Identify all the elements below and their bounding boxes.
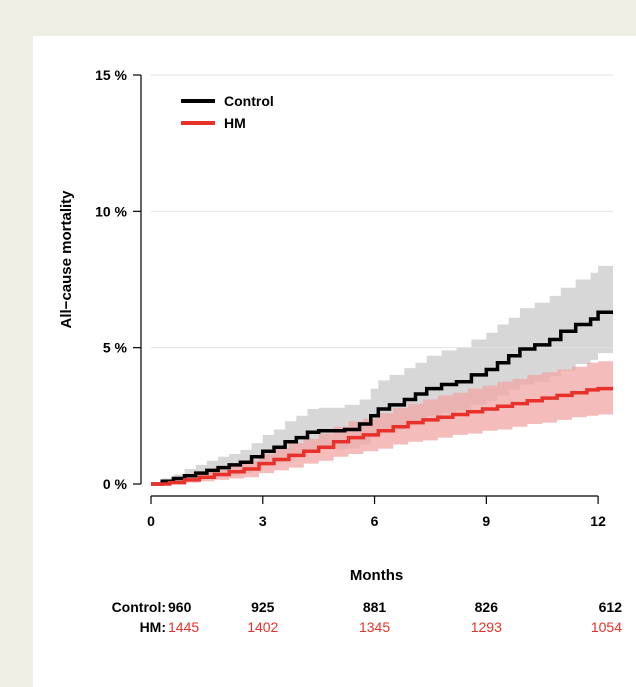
legend-label: Control <box>224 93 274 109</box>
risk-value: 925 <box>251 599 275 615</box>
y-axis-title: All−cause mortality <box>58 190 75 329</box>
curve-control <box>151 310 613 486</box>
x-tick-label: 6 <box>371 513 379 529</box>
band-hm <box>151 361 613 484</box>
risk-row-label: Control: <box>112 599 166 615</box>
axes: 0 % 5 % 10 % 15 % 0 3 6 9 12 All−cause mortality M… <box>58 67 606 584</box>
band-control <box>151 265 613 484</box>
risk-value: 1054 <box>591 619 622 635</box>
chart-panel: 0 % 5 % 10 % 15 % 0 3 6 9 12 All−cause mortality M… <box>33 36 636 687</box>
risk-table: Control: 960 925 881 826 612 HM: 1445 1402 1345 12… <box>112 599 623 635</box>
km-chart: 0 % 5 % 10 % 15 % 0 3 6 9 12 All−cause mortality M… <box>58 67 623 635</box>
risk-value: 1345 <box>359 619 390 635</box>
x-tick-label: 3 <box>259 513 267 529</box>
risk-value: 881 <box>363 599 387 615</box>
x-tick-label: 0 <box>147 513 155 529</box>
x-axis-title: Months <box>350 567 403 584</box>
legend-label: HM <box>224 115 246 131</box>
legend: Control HM <box>181 93 274 131</box>
y-tick-label: 5 % <box>103 340 128 356</box>
curve-hm <box>151 386 613 486</box>
y-tick-label: 10 % <box>95 203 127 219</box>
y-tick-label: 15 % <box>95 67 127 83</box>
risk-value: 826 <box>475 599 499 615</box>
risk-value: 960 <box>168 599 192 615</box>
x-tick-label: 9 <box>482 513 490 529</box>
risk-value: 1293 <box>471 619 502 635</box>
risk-value: 1445 <box>168 619 199 635</box>
risk-value: 612 <box>599 599 623 615</box>
survival-curves <box>151 310 613 486</box>
risk-row-label: HM: <box>140 619 166 635</box>
risk-value: 1402 <box>247 619 278 635</box>
x-tick-label: 12 <box>590 513 606 529</box>
confidence-bands <box>151 265 613 484</box>
y-tick-label: 0 % <box>103 476 128 492</box>
